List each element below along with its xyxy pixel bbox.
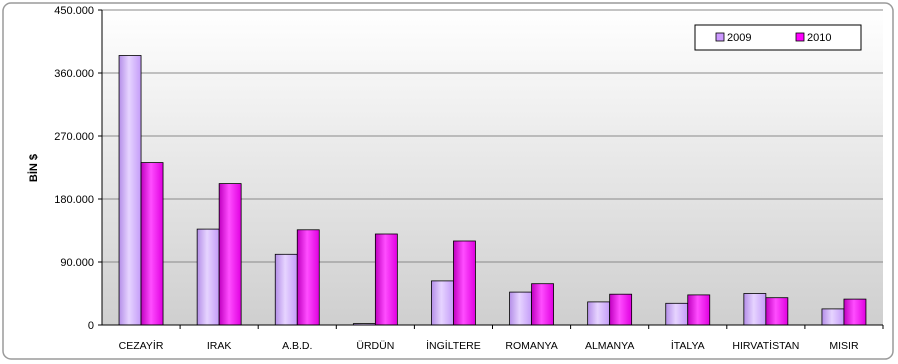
x-tick-labels: CEZAYİR IRAK A.B.D. ÜRDÜN İNGİLTERE ROMANYA AL… [119,339,859,352]
bar-2009-10 [821,308,845,326]
bar-2010-5 [453,240,476,326]
legend-swatch-2009 [715,32,725,42]
bar-2010-3 [296,229,320,326]
y-tick-label: 270.000 [54,131,94,143]
x-tick-label: A.B.D. [282,340,312,352]
bar-2009-1 [118,55,142,326]
legend: 2009 2010 [694,24,862,51]
bar-2010-4 [374,233,398,326]
x-tick-label: İNGİLTERE [426,339,481,352]
x-tick-label: CEZAYİR [119,339,164,352]
bar-2009-8 [665,302,689,326]
bar-2010-8 [687,294,711,326]
legend-label-2010: 2010 [807,32,831,44]
bar-2010-2 [218,183,242,326]
bar-2010-10 [843,298,867,326]
bar-2009-3 [274,253,298,326]
bar-2009-9 [743,293,767,326]
bar-2010-7 [609,293,633,326]
bar-2010-6 [531,283,554,326]
x-tick-label: HIRVATİSTAN [732,339,799,352]
axes [101,10,883,326]
x-tick-label: MISIR [829,340,859,352]
y-tick-label: 450.000 [54,5,94,17]
bar-2009-6 [509,291,532,326]
y-tick-labels: 0 90.000 180.000 270.000 360.000 450.000 [54,5,94,332]
bar-2009-5 [431,280,454,326]
x-tick-label: İTALYA [671,339,705,352]
bar-2010-1 [140,162,164,326]
bar-2010-9 [765,297,789,326]
y-tick-label: 0 [88,320,94,332]
legend-swatch-2010 [795,32,805,42]
y-tick-label: 180.000 [54,194,94,206]
y-tick-label: 90.000 [60,257,94,269]
y-tick-label: 360.000 [54,68,94,80]
bar-2009-2 [196,228,220,326]
bar-2009-7 [587,301,611,326]
x-tick-label: ALMANYA [585,340,634,352]
gridlines [98,9,883,326]
x-tick-label: ÜRDÜN [356,340,394,352]
x-tick-label: ROMANYA [505,340,557,352]
y-axis-title: BİN $ [27,154,40,182]
bars [118,55,884,329]
legend-label-2009: 2009 [727,32,751,44]
x-tick-label: IRAK [207,340,232,352]
